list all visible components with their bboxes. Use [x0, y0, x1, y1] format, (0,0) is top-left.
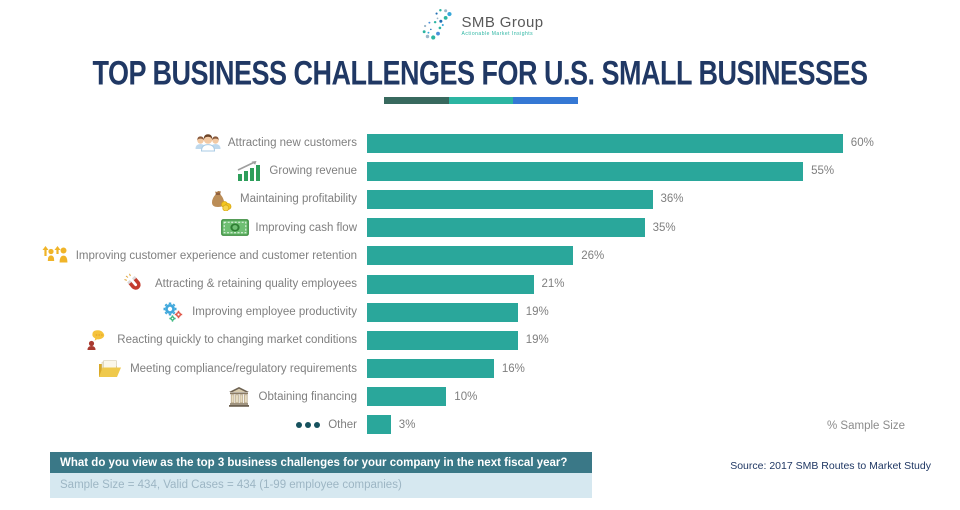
bar-cell: 10% — [367, 387, 940, 407]
magnet-icon — [120, 272, 150, 296]
bar-cell: 16% — [367, 359, 940, 379]
category-label-cell: Improving customer experience and custom… — [40, 244, 357, 268]
category-label: Maintaining profitability — [240, 193, 357, 206]
value-label: 16% — [501, 362, 525, 375]
chart-row: Improving customer experience and custom… — [40, 242, 940, 270]
category-label-cell: Attracting & retaining quality employees — [40, 272, 357, 296]
chart-row: Meeting compliance/regulatory requiremen… — [40, 355, 940, 383]
logo-name: SMB Group — [461, 14, 544, 31]
bar — [367, 359, 494, 379]
bar — [367, 218, 645, 238]
gears-icon — [157, 300, 187, 324]
source-text: Source: 2017 SMB Routes to Market Study — [730, 460, 931, 472]
category-label-cell: Improving cash flow — [40, 216, 357, 240]
chart-row: Other 3% — [40, 411, 940, 439]
logo-dots-icon — [417, 6, 459, 46]
value-label: 19% — [525, 334, 549, 347]
bar-cell: 21% — [367, 274, 940, 294]
customers-up-icon — [41, 244, 71, 268]
bar — [367, 189, 653, 209]
bar — [367, 387, 447, 407]
divider-segment — [448, 97, 514, 104]
bar-cell: 19% — [367, 302, 940, 322]
bar-cell: 19% — [367, 330, 940, 350]
bar — [367, 415, 391, 435]
bar-chart: Attracting new customers 60% Growing reve… — [40, 129, 940, 439]
value-label: 26% — [581, 249, 605, 262]
category-label: Growing revenue — [269, 165, 357, 178]
category-label-cell: Other — [40, 413, 357, 437]
chart-row: Attracting & retaining quality employees… — [40, 270, 940, 298]
chart-row: Improving employee productivity 19% — [40, 298, 940, 326]
category-label: Other — [328, 418, 357, 431]
chart-row: Obtaining financing 10% — [40, 383, 940, 411]
question-text: What do you view as the top 3 business c… — [50, 452, 592, 473]
category-label: Meeting compliance/regulatory requiremen… — [130, 362, 357, 375]
divider-segment — [513, 97, 579, 104]
folder-icon — [95, 357, 125, 381]
question-box: What do you view as the top 3 business c… — [50, 452, 592, 498]
category-label: Improving cash flow — [255, 221, 357, 234]
feedback-icon — [82, 328, 112, 352]
logo-tagline: Actionable Market Insights — [461, 30, 534, 37]
smb-group-logo: SMB Group Actionable Market Insights — [0, 6, 960, 46]
category-label-cell: Growing revenue — [40, 159, 357, 183]
bar-cell: 35% — [367, 218, 940, 238]
category-label: Improving customer experience and custom… — [75, 249, 357, 262]
category-label: Attracting & retaining quality employees — [155, 278, 357, 291]
chart-row: Improving cash flow 35% — [40, 214, 940, 242]
value-label: 35% — [652, 221, 676, 234]
chart-row: Maintaining profitability 36% — [40, 185, 940, 213]
cash-icon — [220, 216, 250, 240]
growth-chart-icon — [234, 159, 264, 183]
divider-segment — [384, 97, 449, 104]
category-label-cell: Meeting compliance/regulatory requiremen… — [40, 357, 357, 381]
bar — [367, 302, 518, 322]
bar-cell: 60% — [367, 133, 940, 153]
value-label: 36% — [660, 193, 684, 206]
page-title: TOP BUSINESS CHALLENGES FOR U.S. SMALL B… — [92, 54, 868, 93]
bar-cell: 26% — [367, 246, 940, 266]
category-label: Reacting quickly to changing market cond… — [117, 334, 357, 347]
people-group-icon — [193, 131, 223, 155]
category-label: Improving employee productivity — [192, 306, 357, 319]
axis-note: % Sample Size — [827, 420, 905, 432]
bar — [367, 133, 843, 153]
bar-cell: 55% — [367, 161, 940, 181]
category-label: Attracting new customers — [227, 137, 357, 150]
value-label: 60% — [850, 137, 874, 150]
bank-icon — [224, 385, 254, 409]
value-label: 19% — [525, 306, 549, 319]
value-label: 21% — [541, 278, 565, 291]
chart-row: Reacting quickly to changing market cond… — [40, 326, 940, 354]
bar — [367, 246, 574, 266]
category-label-cell: Maintaining profitability — [40, 187, 357, 212]
category-label: Obtaining financing — [258, 390, 357, 403]
bar-cell: 3% — [367, 415, 940, 435]
bar — [367, 161, 804, 181]
value-label: 55% — [811, 165, 835, 178]
title-divider — [384, 97, 579, 104]
category-label-cell: Reacting quickly to changing market cond… — [40, 328, 357, 352]
chart-row: Growing revenue 55% — [40, 157, 940, 185]
category-label-cell: Improving employee productivity — [40, 300, 357, 324]
bar-cell: 36% — [367, 189, 940, 209]
category-label-cell: Obtaining financing — [40, 385, 357, 409]
chart-row: Attracting new customers 60% — [40, 129, 940, 157]
value-label: 10% — [454, 390, 478, 403]
value-label: 3% — [398, 418, 416, 431]
money-bag-icon — [205, 187, 235, 212]
bar — [367, 274, 534, 294]
ellipsis-icon — [293, 413, 323, 437]
sample-size-text: Sample Size = 434, Valid Cases = 434 (1-… — [50, 473, 592, 498]
category-label-cell: Attracting new customers — [40, 131, 357, 155]
bar — [367, 330, 518, 350]
